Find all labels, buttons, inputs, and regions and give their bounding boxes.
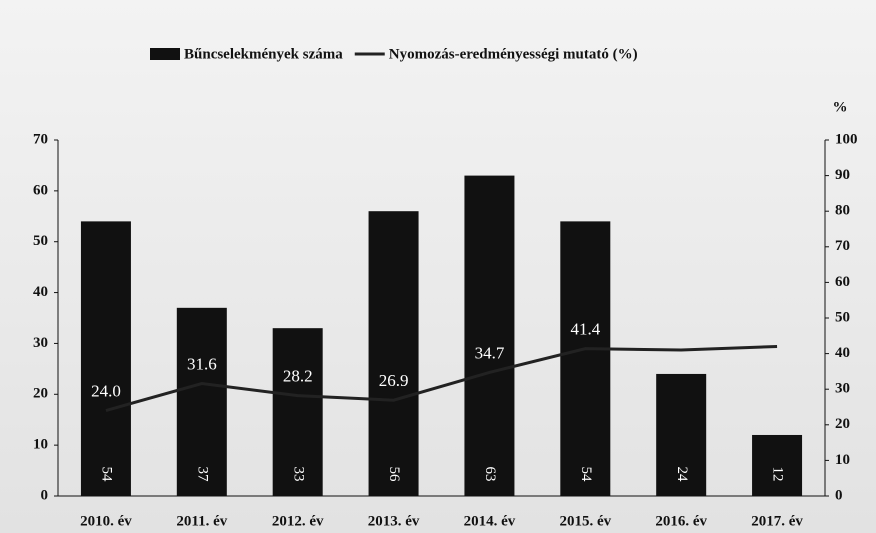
y2-tick-label: 50	[835, 309, 850, 325]
legend-label: Nyomozás-eredményességi mutató (%)	[389, 46, 638, 62]
legend-label: Bűncselekmények száma	[184, 46, 343, 62]
y2-axis-label: %	[833, 99, 848, 115]
bar-value-label: 37	[194, 467, 210, 483]
bar	[81, 221, 131, 496]
line-value-label: 28.2	[283, 367, 313, 386]
bar	[752, 435, 802, 496]
x-tick-label: 2011. év	[176, 513, 227, 529]
y-tick-label: 30	[33, 335, 48, 351]
x-tick-label: 2010. év	[80, 513, 132, 529]
y-tick-label: 40	[33, 284, 48, 300]
bar	[369, 211, 419, 496]
legend-swatch	[150, 48, 180, 60]
y2-tick-label: 20	[835, 416, 850, 432]
x-tick-label: 2017. év	[751, 513, 803, 529]
line-value-label: 41.4	[570, 320, 600, 339]
bar-value-label: 24	[674, 467, 690, 483]
bar	[560, 221, 610, 496]
y2-tick-label: 40	[835, 345, 850, 361]
y2-tick-label: 60	[835, 274, 850, 290]
y2-tick-label: 0	[835, 487, 843, 503]
y2-tick-label: 90	[835, 167, 850, 183]
line-value-label: 24.0	[91, 381, 121, 400]
bar-value-label: 33	[290, 467, 306, 482]
line-value-label: 34.7	[475, 343, 505, 362]
y2-tick-label: 10	[835, 452, 850, 468]
x-tick-label: 2013. év	[368, 513, 420, 529]
y2-tick-label: 100	[835, 131, 858, 147]
bar-value-label: 54	[578, 467, 594, 483]
bar-value-label: 63	[482, 467, 498, 482]
x-tick-label: 2016. év	[655, 513, 707, 529]
bar-value-label: 56	[386, 467, 402, 483]
y-tick-label: 70	[33, 131, 48, 147]
y-tick-label: 0	[41, 487, 49, 503]
y2-tick-label: 30	[835, 381, 850, 397]
y2-tick-label: 70	[835, 238, 850, 254]
y2-tick-label: 80	[835, 203, 850, 219]
bar-value-label: 12	[770, 467, 786, 482]
line-value-label: 31.6	[187, 354, 217, 373]
y-tick-label: 20	[33, 386, 48, 402]
bar-value-label: 54	[99, 467, 115, 483]
bar	[464, 176, 514, 496]
x-tick-label: 2015. év	[559, 513, 611, 529]
x-tick-label: 2014. év	[464, 513, 516, 529]
x-tick-label: 2012. év	[272, 513, 324, 529]
line-value-label: 26.9	[379, 371, 409, 390]
y-tick-label: 10	[33, 437, 48, 453]
y-tick-label: 50	[33, 233, 48, 249]
chart: % 0 10 20 30 40 50 60 70 0 10 20 30 40 50 60 70 80 90 100 5…	[0, 0, 876, 533]
y-tick-label: 60	[33, 182, 48, 198]
